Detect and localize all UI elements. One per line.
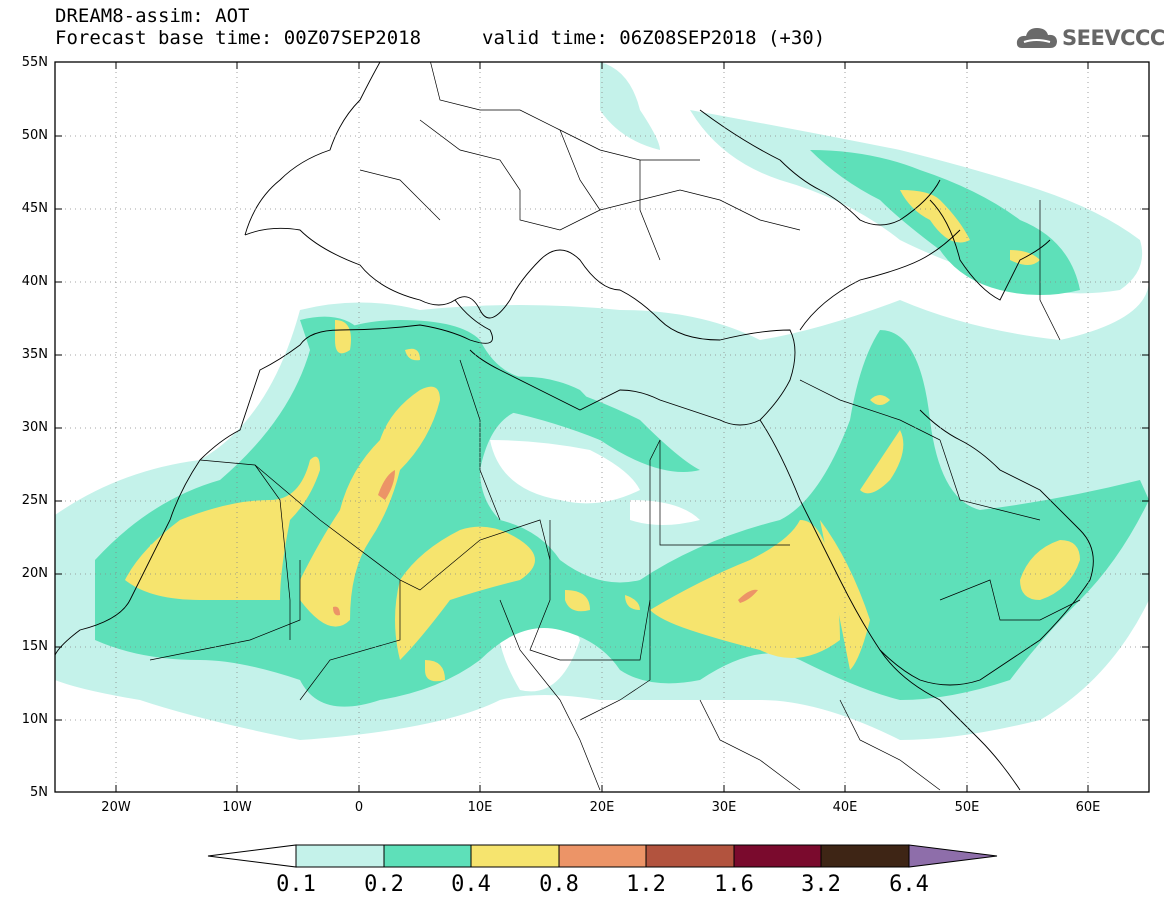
lat-label: 45N [21,201,48,216]
colorbar-label: 1.6 [714,872,754,897]
lat-label: 50N [21,128,48,143]
colorbar-segment [295,844,385,868]
lon-label: 20W [101,800,131,815]
colorbar-segment [558,844,647,868]
lon-label: 10W [222,800,252,815]
colorbar-segment [733,844,822,868]
lat-label: 30N [21,420,48,435]
seevccc-logo-text: SEEVCCC [1062,26,1165,50]
colorbar-label: 0.4 [451,872,491,897]
seevccc-cloud-logo-icon [1016,28,1057,48]
lon-label: 60E [1075,800,1101,815]
valid-time: valid time: 06Z08SEP2018 (+30) [482,27,826,49]
lat-label: 10N [21,712,48,727]
colorbar-label: 0.1 [276,872,316,897]
lat-label: 25N [21,493,48,508]
lat-label: 55N [21,55,48,70]
aot-contour-0.8 [333,470,758,616]
colorbar-label: 3.2 [801,872,841,897]
colorbar-label: 0.8 [539,872,579,897]
colorbar-segment-below [207,844,297,868]
lat-label: 40N [21,274,48,289]
lon-label: 0 [354,800,364,815]
lon-label: 10E [467,800,493,815]
lon-label: 40E [832,800,858,815]
colorbar [207,844,998,868]
colorbar-segment [645,844,735,868]
colorbar-segment-above [908,844,998,868]
colorbar-label: 0.2 [364,872,404,897]
lat-label: 15N [21,639,48,654]
lon-label: 50E [954,800,980,815]
lat-label: 5N [30,785,48,800]
colorbar-label: 1.2 [626,872,666,897]
axis-ticks [55,61,1149,792]
colorbar-segment [383,844,472,868]
forecast-base-time: Forecast base time: 00Z07SEP2018 [55,27,422,49]
colorbar-segment [470,844,560,868]
lat-label: 35N [21,347,48,362]
aot-contour-0.4 [125,190,1080,682]
map-title: DREAM8-assim: AOT [55,5,250,27]
graticule [55,62,1149,792]
lat-label: 20N [21,566,48,581]
colorbar-segment [820,844,910,868]
colorbar-label: 6.4 [889,872,929,897]
lon-label: 30E [711,800,737,815]
country-borders [149,62,1081,791]
lon-label: 20E [589,800,615,815]
